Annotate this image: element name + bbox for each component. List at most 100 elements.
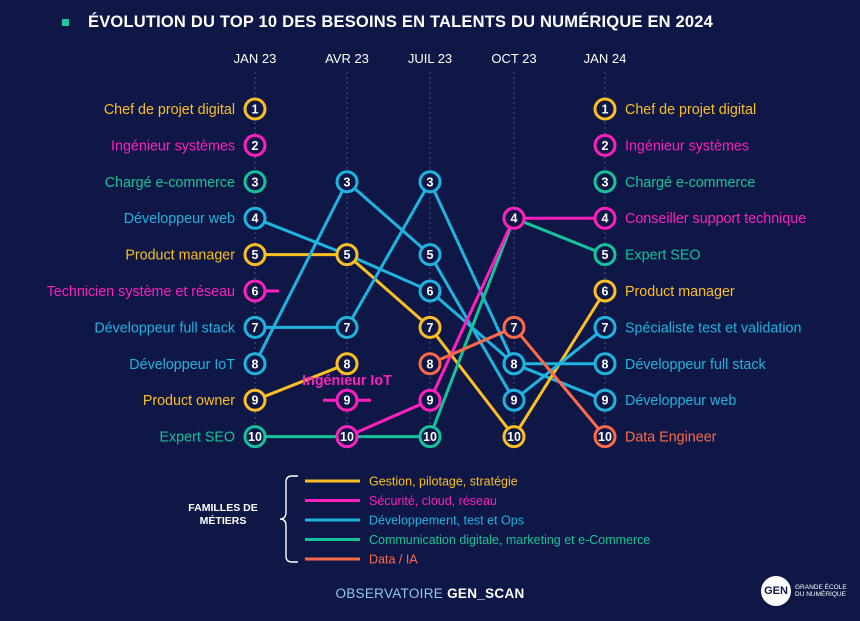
svg-text:5: 5 <box>252 248 259 262</box>
marker-developpeur-web-juil-23: 6 <box>418 279 442 303</box>
marker-conseiller-support-technique-avr-23: 10 <box>335 425 359 449</box>
svg-text:7: 7 <box>511 321 518 335</box>
marker-conseiller-support-technique-oct-23: 4 <box>502 206 526 230</box>
svg-text:5: 5 <box>427 248 434 262</box>
legend-label-gestion: Gestion, pilotage, stratégie <box>369 475 518 489</box>
period-labels: JAN 23 AVR 23 JUIL 23 OCT 23 JAN 24 <box>234 51 627 66</box>
footer-brand: GEN_SCAN <box>447 586 525 601</box>
start-label-charge-e-commerce: Chargé e-commerce <box>105 175 235 191</box>
marker-product-owner-jan-23: 9 <box>243 388 267 412</box>
marker-developpeur-web-jan-24: 9 <box>593 388 617 412</box>
svg-text:10: 10 <box>507 430 521 444</box>
svg-text:3: 3 <box>252 175 259 189</box>
end-label-chef-de-projet-digital: Chef de projet digital <box>625 102 756 118</box>
legend-brace <box>279 475 298 563</box>
marker-chef-de-projet-digital-jan-24: 1 <box>593 97 617 121</box>
svg-text:3: 3 <box>602 175 609 189</box>
marker-expert-seo-juil-23: 10 <box>418 425 442 449</box>
marker-product-manager-oct-23: 10 <box>502 425 526 449</box>
svg-text:10: 10 <box>248 430 262 444</box>
marker-conseiller-support-technique-juil-23: 9 <box>418 388 442 412</box>
svg-text:9: 9 <box>252 394 259 408</box>
start-label-expert-seo: Expert SEO <box>160 430 236 446</box>
svg-text:8: 8 <box>427 357 434 371</box>
end-label-conseiller-support-technique: Conseiller support technique <box>625 211 806 227</box>
footer-prefix: OBSERVATOIRE <box>335 586 448 601</box>
svg-text:9: 9 <box>427 394 434 408</box>
end-label-developpeur-iot: Spécialiste test et validation <box>625 320 801 336</box>
svg-text:7: 7 <box>252 321 259 335</box>
marker-technicien-systeme-et-reseau-jan-23: 6 <box>243 279 267 303</box>
svg-text:3: 3 <box>344 175 351 189</box>
rank-markers: 1122334568955710667738883597981010104591… <box>243 97 617 449</box>
marker-developpeur-iot-oct-23: 9 <box>502 388 526 412</box>
marker-developpeur-iot-juil-23: 5 <box>418 243 442 267</box>
logo-text: GRANDE ÉCOLE DU NUMÉRIQUE <box>795 584 847 598</box>
svg-text:4: 4 <box>602 212 609 226</box>
marker-product-manager-juil-23: 7 <box>418 315 442 339</box>
legend-item-gestion: Gestion, pilotage, stratégie <box>305 475 518 489</box>
legend-item-securite: Sécurité, cloud, réseau <box>305 494 497 508</box>
svg-text:6: 6 <box>427 285 434 299</box>
marker-expert-seo-jan-24: 5 <box>593 243 617 267</box>
legend-label-communication: Communication digitale, marketing et e-C… <box>369 533 650 547</box>
svg-text:7: 7 <box>427 321 434 335</box>
marker-product-owner-avr-23: 8 <box>335 352 359 376</box>
start-label-chef-de-projet-digital: Chef de projet digital <box>104 102 235 118</box>
svg-text:8: 8 <box>252 357 259 371</box>
label-ingenieur-iot: Ingénieur IoT <box>302 373 392 389</box>
period-label-avr-23: AVR 23 <box>325 51 369 66</box>
marker-ingenieur-iot-avr-23: 9 <box>335 388 359 412</box>
marker-expert-seo-jan-23: 10 <box>243 425 267 449</box>
svg-text:10: 10 <box>598 430 612 444</box>
legend-label-developpement: Développement, test et Ops <box>369 514 524 528</box>
marker-product-manager-avr-23: 5 <box>335 243 359 267</box>
svg-text:4: 4 <box>511 212 518 226</box>
period-label-jan-23: JAN 23 <box>234 51 277 66</box>
start-label-product-owner: Product owner <box>143 393 235 409</box>
svg-text:6: 6 <box>252 285 259 299</box>
start-label-developpeur-web: Développeur web <box>124 211 235 227</box>
svg-text:10: 10 <box>423 430 437 444</box>
svg-text:3: 3 <box>427 175 434 189</box>
marker-developpeur-web-jan-23: 4 <box>243 206 267 230</box>
logo-mark: GEN <box>761 576 791 606</box>
svg-text:9: 9 <box>602 394 609 408</box>
svg-text:9: 9 <box>511 394 518 408</box>
end-label-ingenieur-systemes: Ingénieur systèmes <box>625 138 749 154</box>
gen-logo: GEN GRANDE ÉCOLE DU NUMÉRIQUE <box>761 576 853 606</box>
svg-text:1: 1 <box>602 103 609 117</box>
end-label-product-manager: Product manager <box>625 284 735 300</box>
svg-text:6: 6 <box>602 285 609 299</box>
svg-text:5: 5 <box>602 248 609 262</box>
title-block: ÉVOLUTION DU TOP 10 DES BESOINS EN TALEN… <box>62 9 713 35</box>
marker-developpeur-full-stack-juil-23: 3 <box>418 170 442 194</box>
svg-text:1: 1 <box>252 103 259 117</box>
marker-ingenieur-systemes-jan-23: 2 <box>243 133 267 157</box>
start-label-technicien-systeme-et-reseau: Technicien système et réseau <box>47 284 235 300</box>
svg-text:7: 7 <box>344 321 351 335</box>
line-product-owner <box>254 362 348 402</box>
series-labels: Chef de projet digital Chef de projet dig… <box>47 102 807 446</box>
legend-title: FAMILLES DE MÉTIERS <box>188 502 258 527</box>
end-label-expert-seo: Expert SEO <box>625 248 701 264</box>
svg-text:9: 9 <box>344 394 351 408</box>
end-label-developpeur-full-stack: Développeur full stack <box>625 357 767 373</box>
marker-ingenieur-systemes-jan-24: 2 <box>593 133 617 157</box>
marker-data-engineer-oct-23: 7 <box>502 315 526 339</box>
period-label-oct-23: OCT 23 <box>491 51 536 66</box>
marker-developpeur-full-stack-avr-23: 7 <box>335 315 359 339</box>
end-label-charge-e-commerce: Chargé e-commerce <box>625 175 755 191</box>
legend-item-data: Data / IA <box>305 553 418 567</box>
start-label-developpeur-full-stack: Développeur full stack <box>94 320 236 336</box>
svg-text:2: 2 <box>252 139 259 153</box>
marker-developpeur-full-stack-oct-23: 8 <box>502 352 526 376</box>
legend-label-securite: Sécurité, cloud, réseau <box>369 494 497 508</box>
legend-item-communication: Communication digitale, marketing et e-C… <box>305 533 650 547</box>
end-label-data-engineer: Data Engineer <box>625 430 717 446</box>
marker-conseiller-support-technique-jan-24: 4 <box>593 206 617 230</box>
chart-title: ÉVOLUTION DU TOP 10 DES BESOINS EN TALEN… <box>88 12 714 31</box>
end-label-developpeur-web: Développeur web <box>625 393 736 409</box>
start-label-product-manager: Product manager <box>125 248 235 264</box>
